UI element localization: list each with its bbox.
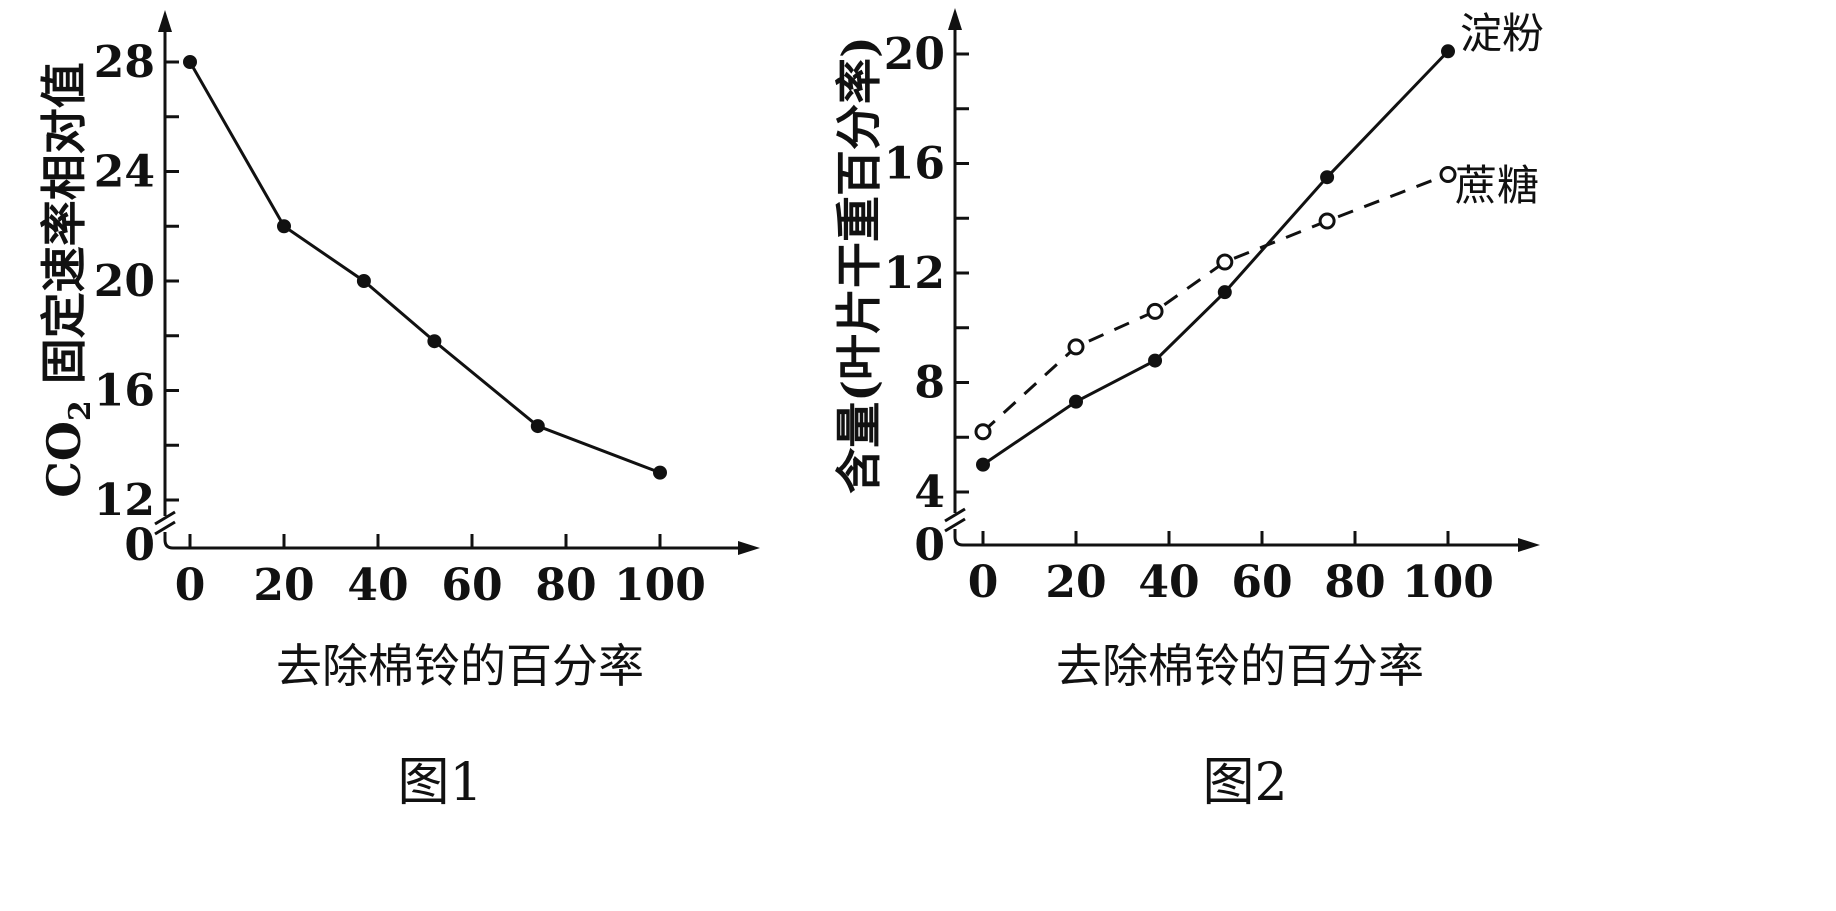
chart-2-series xyxy=(974,44,1457,472)
chart-1-x-tick-label: 80 xyxy=(535,560,596,611)
chart-2-series-0-point xyxy=(1217,285,1232,300)
chart-1-series-0-point xyxy=(356,274,371,288)
chart-1-series-0-point xyxy=(427,334,442,349)
chart-2-ticks: 4 8 12 16 20 0 20 40 60 80 100 xyxy=(884,29,1494,608)
chart-2-series-1-point xyxy=(1216,253,1234,271)
chart-2-y-tick-label: 20 xyxy=(884,29,945,80)
chart-1-series-0-point xyxy=(530,419,545,434)
chart-2-x-tick-label: 40 xyxy=(1138,557,1199,608)
chart-2-series-0-point xyxy=(1441,44,1455,59)
chart-1-x-axis-label: 去除棉铃的百分率 xyxy=(276,639,644,693)
chart-1-ticks: 12 16 20 24 28 0 20 40 60 80 100 xyxy=(94,37,706,611)
chart-1-y-axis-label-main: CO xyxy=(37,421,91,498)
chart-2-y-tick-label: 4 xyxy=(914,467,945,518)
chart-1-y-tick-label: 16 xyxy=(94,366,155,417)
chart-2-starch-sucrose: 4 8 12 16 20 0 20 40 60 80 100 0 含量(叶片干重百分率) 去除棉铃的… xyxy=(832,8,1544,813)
chart-2-x-tick-label: 0 xyxy=(968,557,999,608)
chart-1-y-axis-label: CO2 固定速率相对值 xyxy=(37,62,98,498)
chart-1-axis-corner xyxy=(163,539,174,550)
chart-2-y-tick-label: 8 xyxy=(914,358,945,409)
chart-1-caption: 图1 xyxy=(397,753,482,813)
chart-1-x-tick-label: 100 xyxy=(614,560,706,611)
series-label-sucrose: 蔗糖 xyxy=(1455,161,1539,210)
chart-2-x-tick-label: 60 xyxy=(1231,557,1292,608)
chart-2-series-1-point xyxy=(974,423,992,441)
chart-2-series-1-point xyxy=(1439,165,1457,183)
chart-2-caption: 图2 xyxy=(1202,753,1287,813)
chart-2-y-tick-label: 16 xyxy=(884,139,945,190)
chart-1-y-zero-label: 0 xyxy=(124,520,155,571)
chart-2-x-axis-arrow xyxy=(1518,538,1540,552)
chart-1-x-axis-arrow xyxy=(738,541,760,555)
chart-1-x-tick-label: 0 xyxy=(175,560,206,611)
chart-2-series-1-point xyxy=(1067,338,1085,356)
chart-1-y-axis-arrow xyxy=(158,10,172,32)
chart-2-series-0-point xyxy=(1069,394,1083,409)
chart-1-series-0-line xyxy=(188,61,661,475)
chart-1-series-0-point xyxy=(277,219,291,234)
chart-2-y-zero-label: 0 xyxy=(914,520,945,571)
chart-2-x-tick-label: 80 xyxy=(1324,557,1385,608)
chart-1-y-tick-label: 12 xyxy=(94,475,155,526)
chart-1-y-axis-label-subscript: 2 xyxy=(63,400,98,421)
chart-2-x-axis-label: 去除棉铃的百分率 xyxy=(1056,639,1424,693)
chart-1-series-0-point xyxy=(653,465,667,480)
chart-1-y-axis-label-rest: 固定速率相对值 xyxy=(37,62,91,400)
chart-1-y-tick-label: 20 xyxy=(94,256,155,307)
chart-2-series-0-line xyxy=(982,50,1450,466)
chart-1-axis-break-mark xyxy=(154,520,176,536)
chart-2-y-tick-label: 12 xyxy=(884,248,945,299)
chart-2-series-1-point xyxy=(1146,302,1164,320)
chart-1-co2-fixation: 12 16 20 24 28 0 20 40 60 80 100 0 CO2 固定速率相对值 去除棉… xyxy=(37,10,760,813)
series-label-starch: 淀粉 xyxy=(1460,9,1544,58)
chart-2-axis-break-mark xyxy=(944,517,966,533)
chart-1-x-tick-label: 60 xyxy=(441,560,502,611)
chart-2-series-0-point xyxy=(1148,353,1163,368)
chart-2-axis-break-mark xyxy=(944,507,966,523)
chart-1-axis-break-mark xyxy=(154,510,176,526)
chart-2-axes xyxy=(944,8,1540,552)
chart-2-axis-corner xyxy=(953,536,964,547)
chart-1-series-0-point xyxy=(183,55,197,69)
chart-2-y-axis-label: 含量(叶片干重百分率) xyxy=(832,36,886,494)
chart-1-y-tick-label: 24 xyxy=(94,147,155,198)
chart-2-y-axis-arrow xyxy=(948,8,962,30)
chart-1-axes xyxy=(154,10,760,555)
chart-2-series-0-point xyxy=(1320,170,1335,185)
chart-1-x-tick-label: 20 xyxy=(253,560,314,611)
chart-1-x-tick-label: 40 xyxy=(347,560,408,611)
chart-2-series-1-point xyxy=(1318,212,1336,230)
chart-2-x-tick-label: 20 xyxy=(1045,557,1106,608)
chart-2-series-0-point xyxy=(976,457,990,472)
chart-2-series-1-line xyxy=(981,173,1449,433)
chart-1-series xyxy=(183,55,667,480)
chart-2-x-tick-label: 100 xyxy=(1402,557,1494,608)
chart-1-y-tick-label: 28 xyxy=(94,37,155,88)
